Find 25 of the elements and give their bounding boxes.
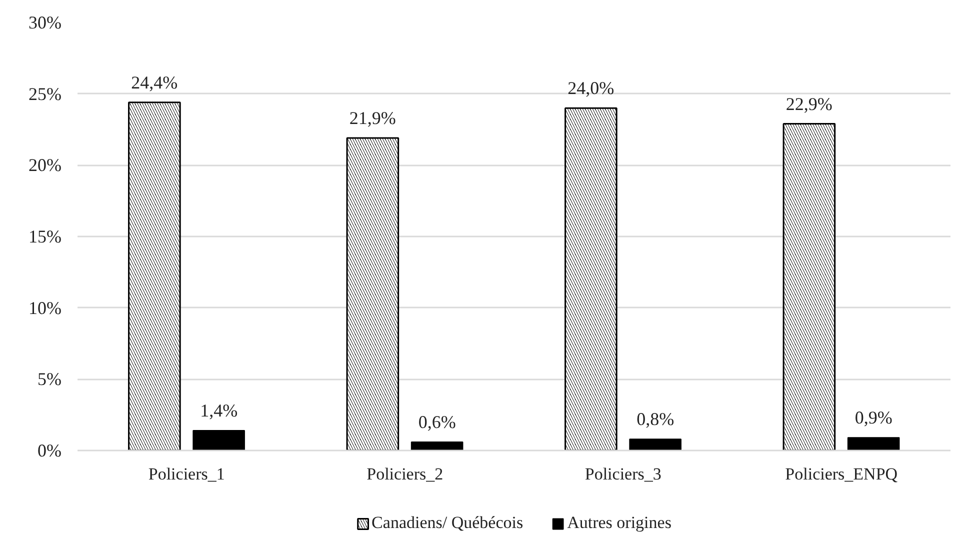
legend-label: Canadiens/ Québécois (372, 513, 524, 533)
bar (410, 441, 464, 450)
data-label: 24,4% (131, 72, 178, 92)
y-tick-label: 25% (28, 84, 62, 104)
x-tick-label: Policiers_1 (148, 464, 225, 484)
y-tick-label: 5% (38, 369, 62, 390)
bar (192, 430, 245, 450)
x-tick-label: Policiers_ENPQ (785, 464, 898, 484)
data-label: 22,9% (786, 94, 832, 114)
x-tick-label: Policiers_2 (366, 464, 444, 484)
legend-label: Autres origines (567, 513, 672, 533)
bar (847, 437, 900, 450)
x-tick-label: Policiers_3 (584, 464, 662, 484)
data-label: 24,0% (568, 78, 614, 98)
bar (629, 438, 682, 450)
y-tick-label: 10% (28, 298, 62, 318)
y-tick-label: 20% (28, 155, 62, 176)
data-label: 0,6% (418, 412, 456, 432)
data-label: 0,8% (636, 409, 674, 430)
y-tick-label: 0% (38, 440, 62, 460)
data-label: 1,4% (200, 400, 238, 421)
y-tick-label: 30% (28, 12, 62, 32)
data-label: 21,9% (349, 108, 396, 128)
data-label: 0,9% (854, 408, 892, 428)
y-tick-label: 15% (28, 226, 62, 246)
